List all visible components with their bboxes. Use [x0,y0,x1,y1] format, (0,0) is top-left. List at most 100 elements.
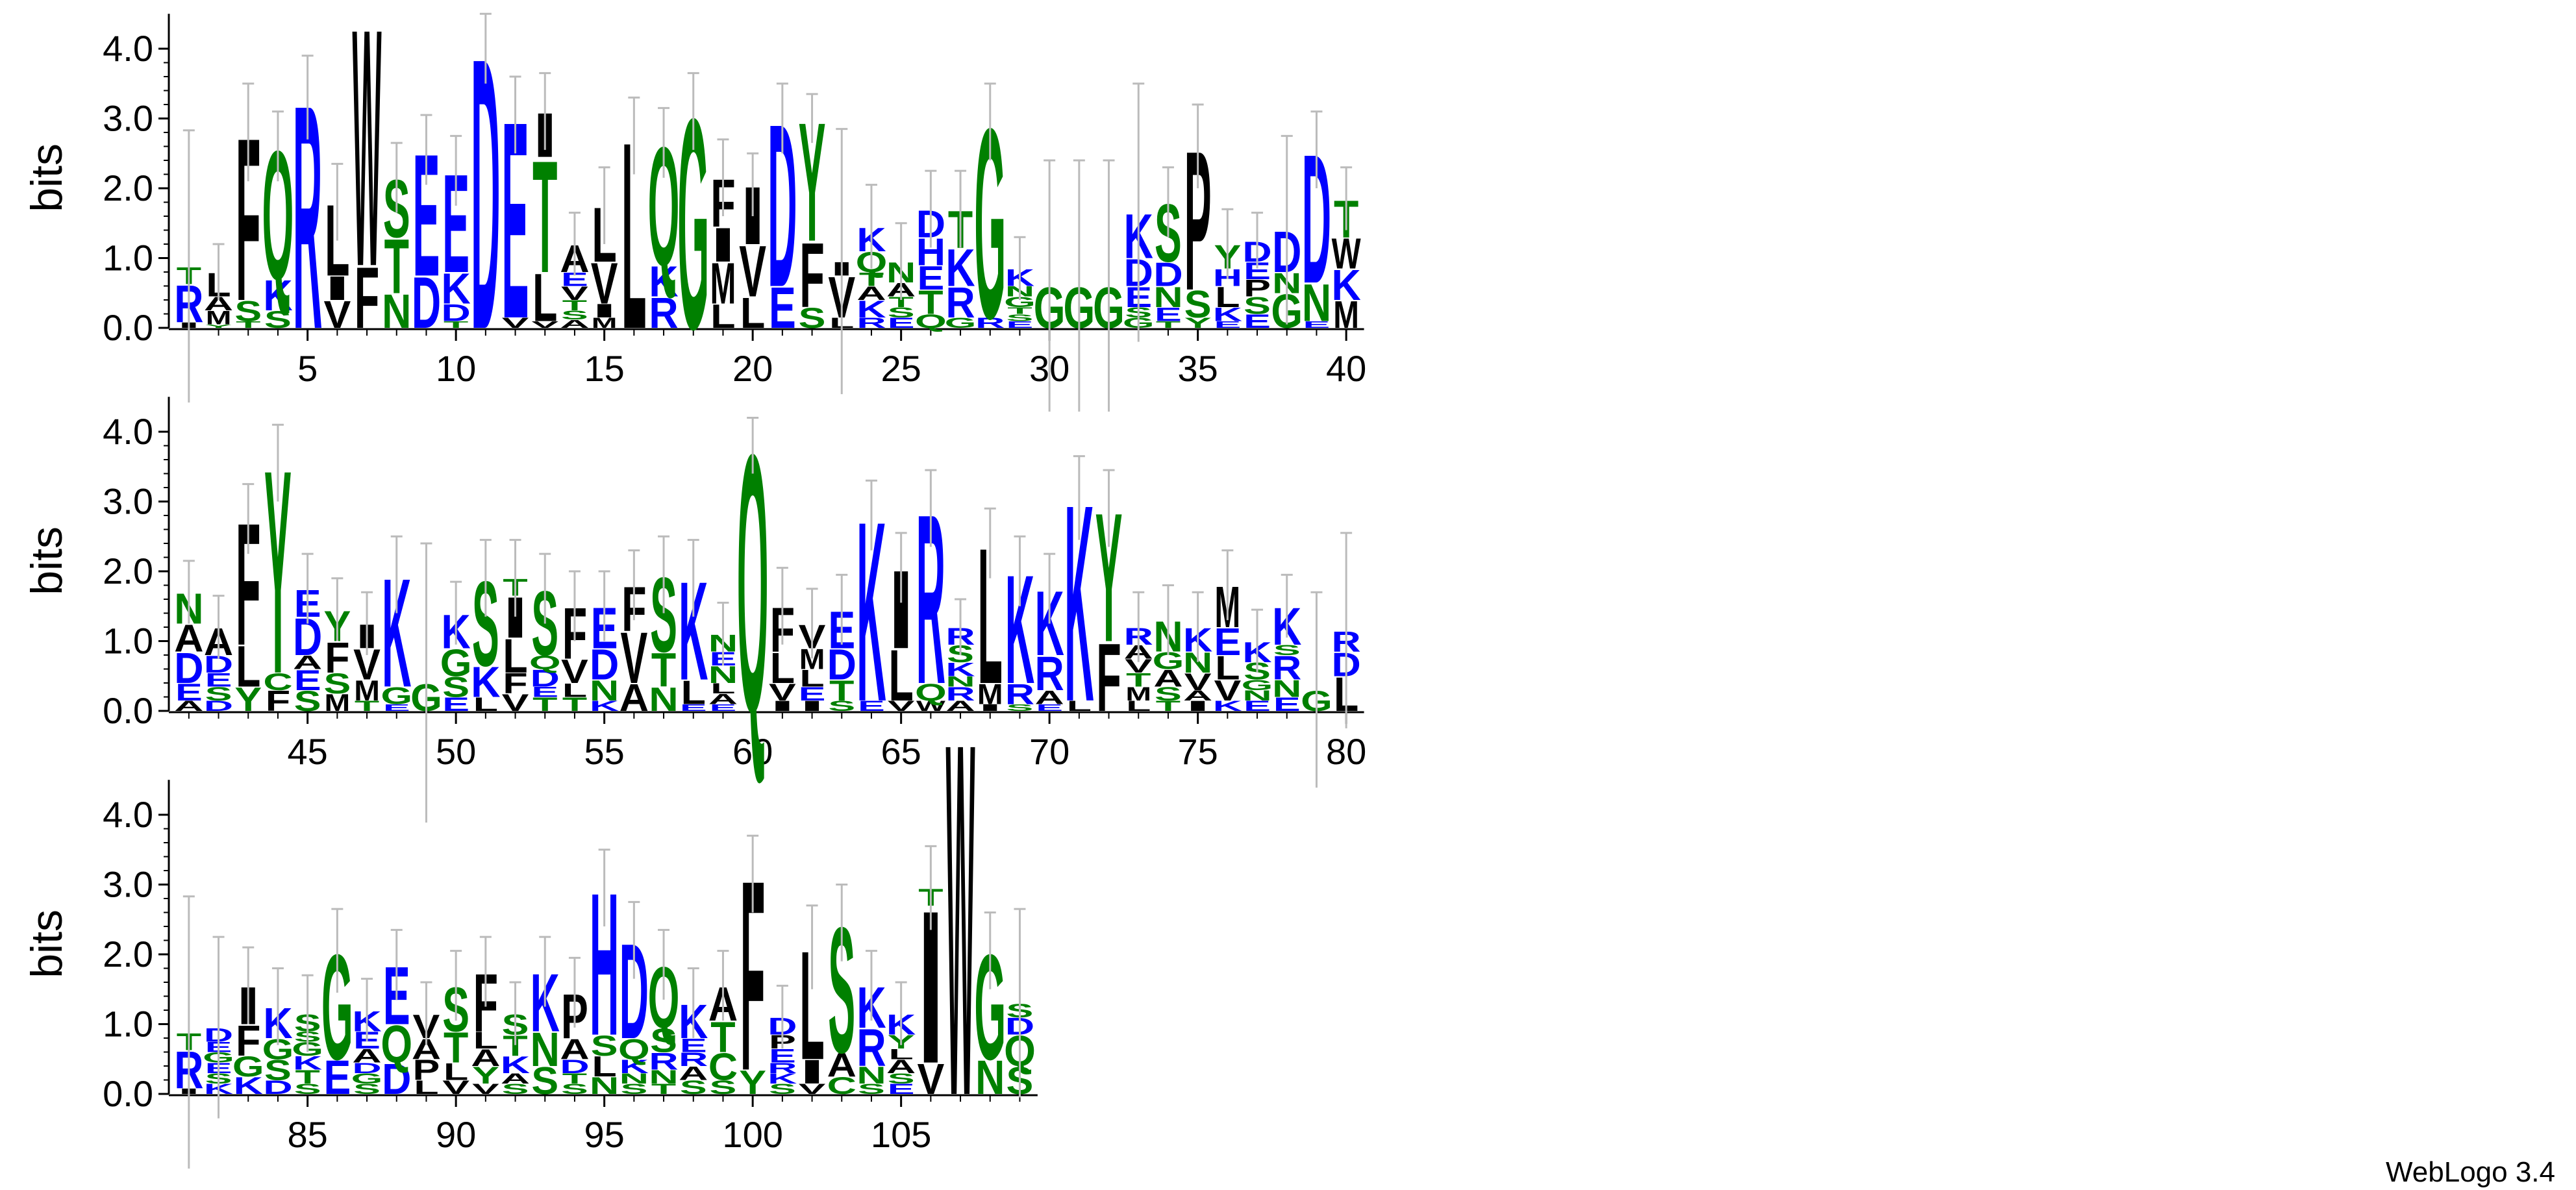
logo-letter-S: S [234,295,262,327]
logo-letter-S: S [1273,642,1301,658]
logo-letter-S: S [264,1054,292,1086]
x-tick-label: 15 [584,348,625,389]
logo-letter-A: A [886,1056,916,1078]
logo-letter-C: C [708,1045,738,1088]
logo-letter-D: D [1153,256,1182,293]
logo-letter-V: V [1184,668,1212,695]
logo-letter-R: R [975,315,1005,331]
logo-letter-D: D [827,640,857,689]
logo-letter-N: N [945,673,975,689]
logo-letter-E: E [858,698,885,714]
logo-letter-T: T [859,269,884,290]
logo-letter-N: N [649,1067,678,1088]
logo-row-3: 0.01.02.03.04.0bits859095100105IRTKSEGED… [22,638,1038,1190]
logo-letter-K: K [945,659,975,680]
logo-letter-S: S [323,667,351,700]
y-tick-label: 4.0 [103,411,153,452]
x-tick-label: 65 [881,731,921,772]
logo-letter-Y: Y [205,323,232,328]
logo-letter-S: S [531,1059,558,1102]
x-tick-label: 5 [297,348,318,389]
logo-letter-I: I [977,702,1003,713]
logo-letter-C: C [827,1072,857,1099]
logo-letter-N: N [590,1072,619,1099]
logo-letter-Q: Q [618,1033,650,1065]
x-tick-label: 50 [436,731,476,772]
logo-letter-K: K [945,238,975,297]
logo-letter-S: S [769,1081,796,1097]
logo-letter-A: A [857,283,886,304]
logo-letter-M: M [592,315,618,331]
logo-letter-S: S [650,1022,677,1060]
logo-letter-F: F [1096,624,1121,732]
logo-letter-K: K [234,1072,263,1099]
y-tick-label: 3.0 [103,481,153,522]
logo-letter-M: M [324,689,350,717]
logo-letter-E: E [1155,304,1182,325]
logo-letter-N: N [1242,687,1271,703]
logo-letter-S: S [353,1081,381,1097]
logo-letter-W: W [916,698,946,714]
y-tick-label: 1.0 [103,1004,153,1045]
logo-letter-Y: Y [1184,315,1212,331]
logo-letter-E: E [1244,698,1271,714]
logo-letter-E: E [1214,319,1241,330]
logo-letter-V: V [531,319,559,330]
logo-letter-A: A [1035,687,1064,708]
logo-letter-A: A [560,317,589,330]
logo-letter-G: G [381,682,412,709]
x-tick-label: 85 [288,1114,328,1155]
logo-letter-T: T [444,319,469,330]
logo-letter-D: D [352,1060,381,1076]
logo-letter-D: D [204,698,233,714]
logo-letter-F: F [266,685,290,717]
logo-letter-R: R [857,1019,886,1078]
logo-letter-F: F [503,667,527,700]
logo-letter-D: D [382,1054,411,1103]
logo-letter-L: L [473,1026,498,1054]
x-tick-label: 70 [1029,731,1069,772]
logo-letter-T: T [1156,698,1181,714]
logo-letter-D: D [531,664,560,691]
logo-letter-R: R [945,684,975,705]
logo-letter-T: T [384,224,409,310]
logo-letter-E: E [1273,694,1301,715]
logo-letter-E: E [1303,319,1331,330]
logo-letter-Q: Q [529,652,561,673]
logo-letter-L: L [592,1050,617,1083]
logo-letter-D: D [174,643,203,692]
logo-letter-T: T [562,297,588,314]
y-tick-label: 0.0 [103,307,153,348]
y-tick-label: 0.0 [103,690,153,731]
logo-letter-E: E [383,702,410,713]
logo-letter-N: N [531,1023,560,1076]
logo-letter-W: W [353,0,382,338]
logo-letter-N: N [590,675,619,707]
logo-letter-C: C [263,668,292,695]
logo-letter-S: S [828,698,855,714]
logo-letter-I: I [1184,698,1211,714]
logo-letter-S: S [620,1081,647,1097]
x-tick-label: 25 [881,348,921,389]
weblogo-credit: WebLogo 3.4 [2386,1156,2555,1188]
logo-letter-L: L [889,1046,914,1062]
x-tick-label: 90 [436,1114,476,1155]
logo-letter-S: S [1007,312,1034,323]
logo-letter-K: K [1332,260,1361,309]
y-axis-label: bits [22,910,71,978]
logo-letter-V: V [561,653,588,691]
logo-letter-K: K [649,257,678,306]
logo-letter-E: E [1036,702,1063,713]
logo-letter-E: E [205,669,232,691]
x-tick-label: 80 [1326,731,1366,772]
logo-row-1: 0.01.02.03.04.0bits510152025303540IRTYMA… [22,0,1366,412]
logo-letter-T: T [1126,669,1151,691]
logo-rows: 0.01.02.03.04.0bits510152025303540IRTYMA… [22,0,1366,1190]
logo-letter-R: R [857,315,886,331]
logo-letter-K: K [263,271,292,319]
y-tick-label: 1.0 [103,238,153,279]
logo-letter-T: T [829,675,854,707]
logo-letter-S: S [294,685,321,717]
logo-letter-V: V [502,315,530,331]
logo-letter-T: T [1007,305,1032,316]
